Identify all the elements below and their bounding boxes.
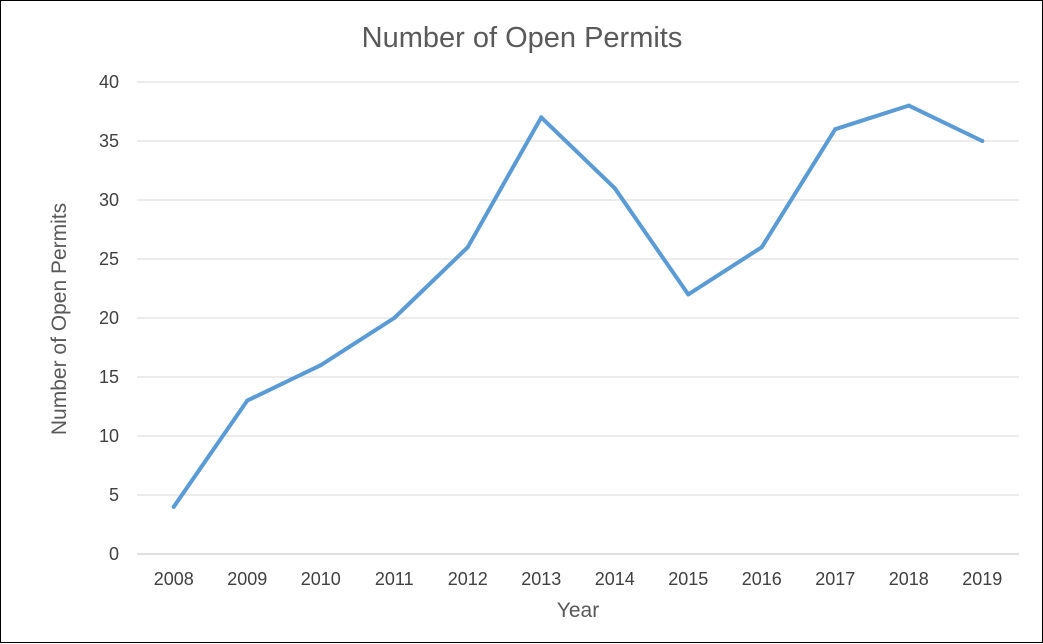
y-tick-label: 5 — [109, 485, 119, 505]
data-point — [833, 127, 838, 132]
y-tick-label: 35 — [99, 131, 119, 151]
data-point — [245, 398, 250, 403]
x-tick-label: 2016 — [742, 569, 782, 589]
y-tick-label: 25 — [99, 249, 119, 269]
y-tick-label: 10 — [99, 426, 119, 446]
x-tick-label: 2009 — [227, 569, 267, 589]
data-point — [318, 363, 323, 368]
data-point — [539, 115, 544, 120]
x-axis-title: Year — [557, 599, 599, 622]
data-point — [686, 292, 691, 297]
y-axis-ticks: 0 5 10 15 20 25 30 35 40 — [99, 72, 119, 564]
series-line — [171, 103, 985, 509]
data-point — [392, 316, 397, 320]
x-tick-label: 2018 — [889, 569, 929, 589]
series-layer — [171, 103, 985, 509]
y-tick-label: 40 — [99, 72, 119, 92]
chart-title: Number of Open Permits — [362, 22, 683, 54]
data-point — [759, 245, 764, 250]
x-tick-label: 2012 — [448, 569, 488, 589]
x-tick-label: 2019 — [962, 569, 1002, 589]
gridlines — [137, 81, 1019, 555]
data-point — [465, 245, 470, 250]
x-axis-ticks: 2008 2009 2010 2011 2012 2013 2014 2015 2016 2017… — [154, 569, 1003, 589]
y-tick-label: 0 — [109, 544, 119, 564]
data-point — [906, 103, 911, 108]
data-point — [171, 504, 176, 509]
x-tick-label: 2011 — [375, 569, 414, 589]
y-tick-label: 30 — [99, 190, 119, 210]
data-point — [980, 139, 985, 143]
x-tick-label: 2017 — [815, 569, 855, 589]
x-tick-label: 2008 — [154, 569, 194, 589]
y-axis-title: Number of Open Permits — [48, 203, 71, 435]
x-tick-label: 2010 — [301, 569, 341, 589]
y-tick-label: 15 — [99, 367, 119, 387]
data-point — [612, 186, 617, 191]
y-tick-label: 20 — [99, 308, 119, 328]
x-tick-label: 2015 — [668, 569, 708, 589]
x-tick-label: 2013 — [521, 569, 561, 589]
x-tick-label: 2014 — [595, 569, 635, 589]
